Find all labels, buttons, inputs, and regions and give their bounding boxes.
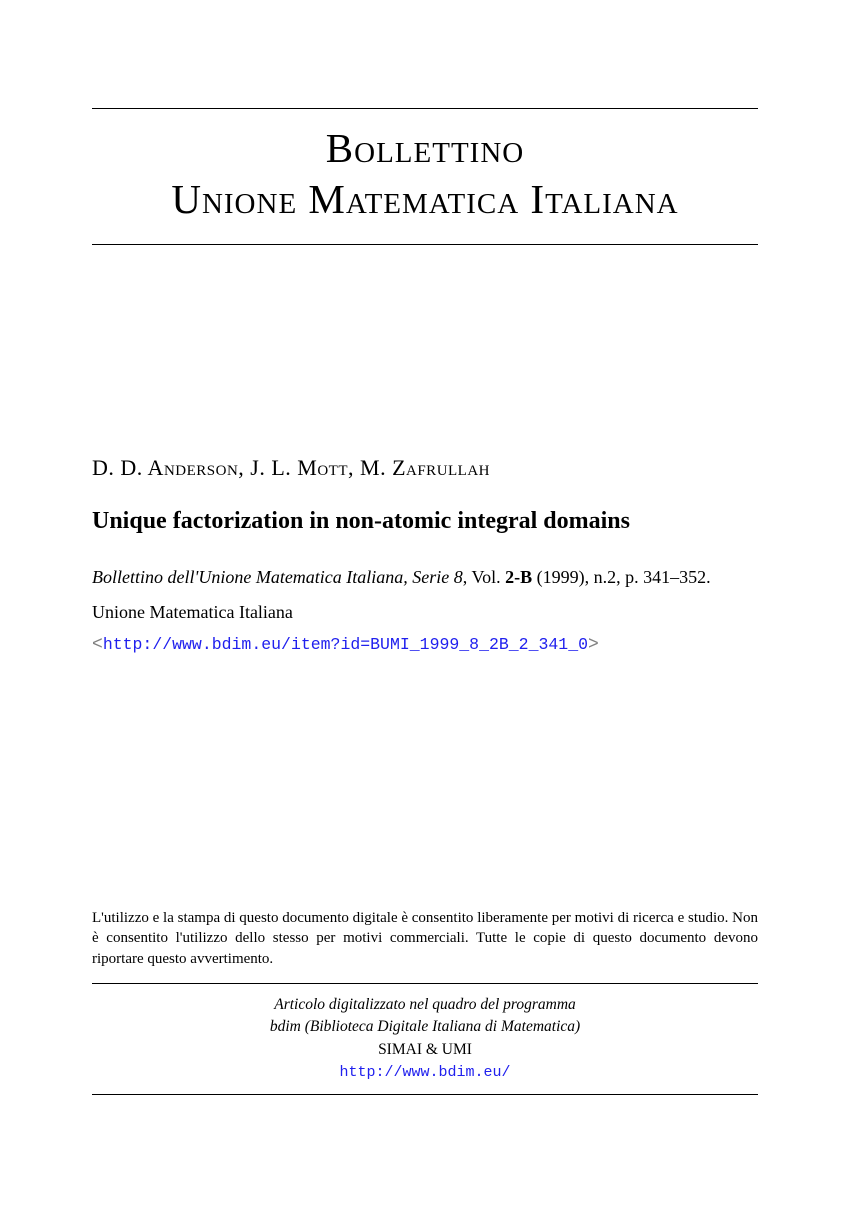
masthead-line-2: Unione Matematica Italiana: [92, 174, 758, 225]
footer-block: L'utilizzo e la stampa di questo documen…: [92, 908, 758, 1095]
masthead-line-1: Bollettino: [92, 123, 758, 174]
angle-open: <: [92, 635, 103, 655]
citation: Bollettino dell'Unione Matematica Italia…: [92, 565, 758, 590]
usage-notice: L'utilizzo e la stampa di questo documen…: [92, 908, 758, 969]
citation-rest: (1999), n.2, p. 341–352.: [532, 567, 711, 587]
credits-line-2: bdim (Biblioteca Digitale Italiana di Ma…: [92, 1016, 758, 1038]
article-title: Unique factorization in non-atomic integ…: [92, 505, 758, 537]
citation-vol-prefix: , Vol.: [463, 567, 505, 587]
item-url-link[interactable]: http://www.bdim.eu/item?id=BUMI_1999_8_2…: [103, 635, 588, 654]
item-url-line: <http://www.bdim.eu/item?id=BUMI_1999_8_…: [92, 635, 758, 655]
credits-line-3: SIMAI & UMI: [92, 1039, 758, 1061]
page: Bollettino Unione Matematica Italiana D.…: [0, 0, 850, 1215]
journal-name: Bollettino dell'Unione Matematica Italia…: [92, 567, 463, 587]
credits-line-1: Articolo digitalizzato nel quadro del pr…: [92, 994, 758, 1016]
credits-site-link[interactable]: http://www.bdim.eu/: [339, 1064, 510, 1081]
credits-box: Articolo digitalizzato nel quadro del pr…: [92, 983, 758, 1095]
publisher: Unione Matematica Italiana: [92, 602, 758, 623]
authors: D. D. Anderson, J. L. Mott, M. Zafrullah: [92, 455, 758, 481]
citation-volume: 2-B: [505, 567, 532, 587]
angle-close: >: [588, 635, 599, 655]
journal-masthead: Bollettino Unione Matematica Italiana: [92, 108, 758, 245]
